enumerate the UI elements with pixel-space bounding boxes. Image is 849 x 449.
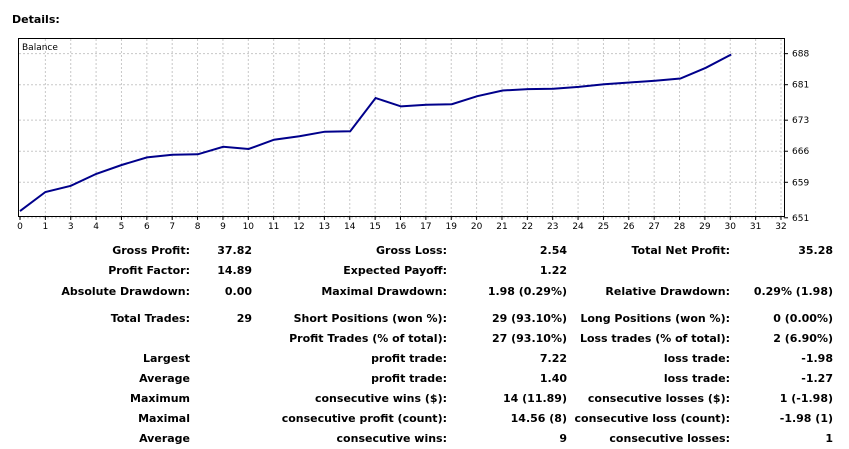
chart-grid <box>19 39 784 219</box>
average-loss-value: -1.27 <box>801 372 833 385</box>
profit-factor-value: 14.89 <box>217 264 252 277</box>
x-tick-label: 19 <box>446 222 458 232</box>
x-tick-label: 11 <box>268 222 279 232</box>
x-tick-label: 29 <box>699 222 711 232</box>
x-tick-label: 1 <box>42 222 48 232</box>
long-positions-label: Long Positions (won %): <box>580 312 730 325</box>
y-tick-label: 681 <box>792 81 809 91</box>
expected-payoff-label: Expected Payoff: <box>343 264 447 277</box>
x-tick-label: 4 <box>93 222 99 232</box>
y-axis: 688 681 673 666 659 651 <box>784 50 809 224</box>
profit-factor-label: Profit Factor: <box>108 264 190 277</box>
x-tick-label: 5 <box>119 222 125 232</box>
x-tick-label: 16 <box>395 222 407 232</box>
average-profit-label: profit trade: <box>371 372 447 385</box>
x-tick-label: 14 <box>344 222 356 232</box>
y-tick-label: 659 <box>792 178 809 188</box>
loss-trades-value: 2 (6.90%) <box>773 332 833 345</box>
absolute-drawdown-value: 0.00 <box>224 285 252 298</box>
average-label: Average <box>139 372 190 385</box>
maximal-consec-loss-label: consecutive loss (count): <box>574 412 730 425</box>
details-heading: Details: <box>12 13 60 26</box>
x-tick-label: 7 <box>169 222 175 232</box>
max-consec-wins-label: consecutive wins ($): <box>314 392 447 405</box>
avg-consec-wins-value: 9 <box>559 432 567 445</box>
gross-loss-label: Gross Loss: <box>376 244 447 257</box>
x-tick-label: 3 <box>68 222 74 232</box>
x-tick-label: 21 <box>496 222 507 232</box>
total-net-profit-value: 35.28 <box>798 244 833 257</box>
balance-series-line <box>19 53 732 212</box>
maximal-drawdown-value: 1.98 (0.29%) <box>487 285 567 298</box>
largest-profit-label: profit trade: <box>371 352 447 365</box>
profit-trades-label: Profit Trades (% of total): <box>289 332 447 345</box>
y-tick-label: 666 <box>792 147 809 157</box>
x-tick-label: 0 <box>17 222 23 232</box>
gross-profit-label: Gross Profit: <box>112 244 190 257</box>
avg-consec-wins-label: consecutive wins: <box>336 432 447 445</box>
largest-loss-value: -1.98 <box>801 352 833 365</box>
x-tick-label: 23 <box>547 222 558 232</box>
max-consec-losses-value: 1 (-1.98) <box>779 392 833 405</box>
loss-trades-label: Loss trades (% of total): <box>579 332 730 345</box>
maximum-label: Maximum <box>130 392 190 405</box>
x-tick-label: 26 <box>623 222 635 232</box>
x-tick-label: 13 <box>319 222 330 232</box>
x-tick-label: 22 <box>522 222 533 232</box>
total-trades-label: Total Trades: <box>110 312 190 325</box>
y-tick-label: 688 <box>792 50 809 60</box>
x-tick-label: 31 <box>750 222 761 232</box>
x-axis: 0 1 3 4 5 6 7 8 9 10 11 12 13 14 15 16 17 19 20 21 22 23 24 25 2… <box>17 216 787 232</box>
x-tick-label: 28 <box>674 222 686 232</box>
profit-trades-value: 27 (93.10%) <box>491 332 567 345</box>
expected-payoff-value: 1.22 <box>539 264 567 277</box>
long-positions-value: 0 (0.00%) <box>773 312 833 325</box>
max-consec-wins-value: 14 (11.89) <box>503 392 567 405</box>
max-consec-losses-label: consecutive losses ($): <box>587 392 730 405</box>
short-positions-label: Short Positions (won %): <box>293 312 447 325</box>
short-positions-value: 29 (93.10%) <box>491 312 567 325</box>
chart-plot-area <box>18 38 785 217</box>
total-net-profit-label: Total Net Profit: <box>631 244 731 257</box>
chart-title: Balance <box>22 43 58 53</box>
average-loss-label: loss trade: <box>663 372 730 385</box>
x-tick-label: 12 <box>293 222 304 232</box>
x-tick-label: 17 <box>420 222 431 232</box>
largest-label: Largest <box>143 352 190 365</box>
relative-drawdown-label: Relative Drawdown: <box>605 285 730 298</box>
largest-profit-value: 7.22 <box>539 352 567 365</box>
average2-label: Average <box>139 432 190 445</box>
maximal-drawdown-label: Maximal Drawdown: <box>321 285 447 298</box>
x-tick-label: 32 <box>775 222 786 232</box>
x-tick-label: 8 <box>195 222 201 232</box>
y-tick-label: 651 <box>792 214 809 224</box>
x-tick-label: 9 <box>220 222 226 232</box>
avg-consec-losses-value: 1 <box>825 432 833 445</box>
gross-loss-value: 2.54 <box>539 244 567 257</box>
x-tick-label: 15 <box>369 222 380 232</box>
relative-drawdown-value: 0.29% (1.98) <box>753 285 833 298</box>
y-tick-label: 673 <box>792 116 809 126</box>
total-trades-value: 29 <box>236 312 252 325</box>
x-tick-label: 30 <box>725 222 737 232</box>
average-profit-value: 1.40 <box>539 372 567 385</box>
gross-profit-value: 37.82 <box>217 244 252 257</box>
x-tick-label: 6 <box>144 222 150 232</box>
x-tick-label: 10 <box>243 222 255 232</box>
maximal-label: Maximal <box>138 412 190 425</box>
x-tick-label: 20 <box>471 222 483 232</box>
largest-loss-label: loss trade: <box>663 352 730 365</box>
x-tick-label: 24 <box>572 222 584 232</box>
maximal-consec-profit-value: 14.56 (8) <box>510 412 567 425</box>
avg-consec-losses-label: consecutive losses: <box>609 432 730 445</box>
x-tick-label: 25 <box>598 222 609 232</box>
x-tick-label: 27 <box>648 222 659 232</box>
maximal-consec-profit-label: consecutive profit (count): <box>281 412 447 425</box>
absolute-drawdown-label: Absolute Drawdown: <box>61 285 190 298</box>
maximal-consec-loss-value: -1.98 (1) <box>779 412 833 425</box>
